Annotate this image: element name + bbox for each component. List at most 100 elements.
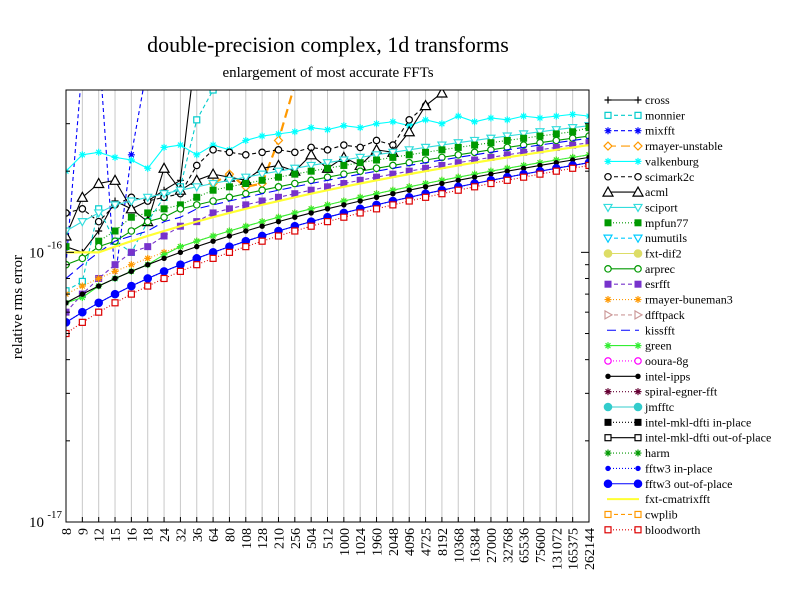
legend-label: arprec xyxy=(645,262,675,276)
data-point xyxy=(258,197,266,205)
series-line xyxy=(66,143,589,254)
series-line xyxy=(66,137,589,279)
legend-marker xyxy=(603,479,613,489)
data-point xyxy=(127,213,135,221)
legend-marker xyxy=(633,249,643,258)
data-point xyxy=(225,227,233,235)
data-point xyxy=(438,146,446,154)
legend-marker xyxy=(634,309,644,320)
series-line xyxy=(66,90,144,279)
data-point xyxy=(209,146,217,154)
legend-marker xyxy=(631,185,645,197)
data-point xyxy=(485,134,496,144)
y-tick-exponent: -17 xyxy=(47,509,62,521)
data-point xyxy=(291,148,299,157)
legend-marker xyxy=(604,265,612,273)
x-tick-label: 165375 xyxy=(567,528,582,570)
data-point xyxy=(470,183,479,191)
data-point xyxy=(552,112,560,120)
data-point xyxy=(340,161,348,169)
data-point xyxy=(470,148,479,157)
data-point xyxy=(258,132,266,140)
data-point xyxy=(308,210,314,216)
legend-label: intel-ipps xyxy=(645,369,691,383)
data-point xyxy=(66,243,70,251)
data-point xyxy=(471,118,479,126)
legend-item-intel-ipps: intel-ipps xyxy=(605,369,691,383)
x-tick-label: 108 xyxy=(240,528,255,549)
legend-item-ooura-8g: ooura-8g xyxy=(604,354,688,368)
legend-label: fftw3 in-place xyxy=(645,461,712,475)
data-point xyxy=(258,218,266,226)
data-point xyxy=(78,307,87,317)
x-tick-label: 1000 xyxy=(338,528,353,556)
legend-label: acml xyxy=(645,185,669,199)
data-point xyxy=(92,177,105,189)
series-kissfft xyxy=(66,137,589,279)
x-tick-label: 65536 xyxy=(518,528,533,563)
data-point xyxy=(144,209,152,217)
legend-label: intel-mkl-dfti in-place xyxy=(645,415,751,429)
data-point xyxy=(373,194,380,201)
legend-marker xyxy=(634,510,642,519)
data-point xyxy=(176,205,185,213)
data-point xyxy=(585,124,589,132)
data-point xyxy=(78,151,86,159)
data-point xyxy=(95,308,103,316)
legend-item-intel-mkl-dfti-out-of-place: intel-mkl-dfti out-of-place xyxy=(604,431,771,445)
data-point xyxy=(160,205,168,213)
data-point xyxy=(520,134,528,142)
data-point xyxy=(356,193,364,201)
legend-marker xyxy=(632,203,644,213)
data-point xyxy=(373,190,381,198)
legend-label: harm xyxy=(645,446,670,460)
data-point xyxy=(209,254,217,262)
legend-marker xyxy=(604,510,612,519)
data-point xyxy=(127,261,135,269)
data-point xyxy=(158,162,171,173)
legend-marker xyxy=(634,96,642,104)
data-point xyxy=(193,151,201,159)
data-point xyxy=(144,60,151,67)
data-point xyxy=(291,170,299,178)
legend-item-fxt-dif2: fxt-dif2 xyxy=(603,247,682,261)
legend-label: ooura-8g xyxy=(645,354,688,368)
data-point xyxy=(518,130,529,140)
data-point xyxy=(307,124,315,132)
data-point xyxy=(78,205,87,213)
data-point xyxy=(323,218,332,226)
data-point xyxy=(439,180,445,187)
chart-title: double-precision complex, 1d transforms xyxy=(147,32,509,57)
data-point xyxy=(79,60,86,67)
legend-marker xyxy=(604,309,614,320)
legend-marker xyxy=(604,357,612,365)
legend-marker xyxy=(604,157,612,165)
data-point xyxy=(421,193,430,201)
data-point xyxy=(144,282,152,290)
data-point xyxy=(454,151,463,159)
x-tick-label: 32768 xyxy=(501,528,516,563)
data-point xyxy=(340,197,348,205)
data-point xyxy=(95,274,103,282)
legend-marker xyxy=(634,265,642,273)
data-point xyxy=(176,243,184,251)
legend-marker xyxy=(604,280,612,288)
legend-label: bloodworth xyxy=(645,523,700,537)
y-axis-label: relative rms error xyxy=(10,255,26,359)
data-point xyxy=(504,168,510,174)
legend-marker xyxy=(602,234,614,244)
series-acml xyxy=(66,90,448,241)
data-point xyxy=(257,170,268,180)
legend-label: rmayer-unstable xyxy=(645,139,723,153)
legend-item-cross: cross xyxy=(604,93,670,107)
data-point xyxy=(161,255,167,262)
data-point xyxy=(143,217,152,226)
legend-marker xyxy=(603,402,613,412)
data-point xyxy=(536,159,544,167)
data-point xyxy=(273,135,284,146)
x-tick-label: 24 xyxy=(158,528,173,542)
data-point xyxy=(585,161,589,170)
legend-marker xyxy=(604,296,612,304)
legend-marker xyxy=(604,388,612,396)
x-tick-label: 2048 xyxy=(387,528,402,556)
